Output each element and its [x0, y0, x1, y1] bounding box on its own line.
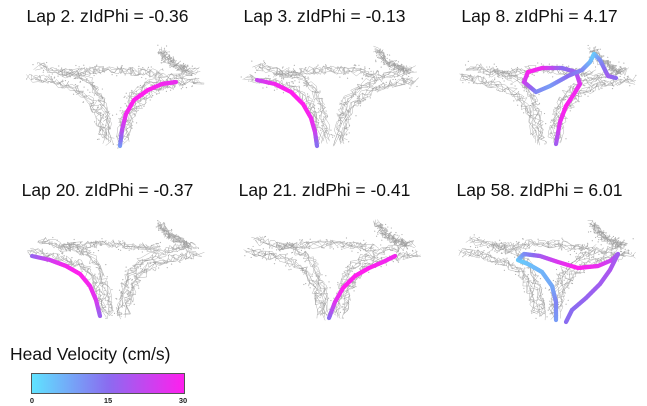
head-trajectory [29, 253, 103, 319]
colorbar-tick: 0 [29, 396, 35, 405]
trajectory-plot [243, 219, 422, 321]
panel-lap-2: Lap 2. zIdPhi = -0.36 [0, 0, 215, 160]
panel-lap-58: Lap 58. zIdPhi = 6.01 [432, 174, 647, 334]
panel-lap-8: Lap 8. zIdPhi = 4.17 [432, 0, 647, 160]
maze-track [25, 44, 205, 149]
panel-lap-20: Lap 20. zIdPhi = -0.37 [0, 174, 215, 334]
panel-lap-21: Lap 21. zIdPhi = -0.41 [217, 174, 432, 334]
panel-title: Lap 58. zIdPhi = 6.01 [456, 180, 623, 200]
colorbar-tick: 15 [103, 396, 113, 405]
panel-title: Lap 21. zIdPhi = -0.41 [238, 180, 411, 200]
head-trajectory [117, 79, 179, 149]
maze-track [27, 220, 205, 320]
panel-lap-3: Lap 3. zIdPhi = -0.13 [217, 0, 432, 160]
head-trajectory [254, 77, 320, 149]
head-trajectory [326, 253, 398, 321]
maze-track [240, 45, 419, 147]
panel-title: Lap 2. zIdPhi = -0.36 [26, 6, 189, 26]
legend-title: Head Velocity (cm/s) [10, 344, 171, 364]
panel-title: Lap 20. zIdPhi = -0.37 [21, 180, 194, 200]
trajectory-plot [27, 220, 205, 320]
trajectory-plot [240, 45, 419, 149]
head-trajectory [521, 51, 619, 147]
colorbar-tick: 30 [178, 396, 188, 405]
panel-title: Lap 3. zIdPhi = -0.13 [243, 6, 406, 26]
head-trajectory [515, 251, 621, 325]
trajectory-plot [458, 220, 636, 325]
panel-title: Lap 8. zIdPhi = 4.17 [461, 6, 618, 26]
trajectory-plot [459, 44, 637, 147]
maze-track [459, 44, 637, 146]
velocity-colorbar [31, 373, 185, 394]
trajectory-plot [25, 44, 205, 149]
